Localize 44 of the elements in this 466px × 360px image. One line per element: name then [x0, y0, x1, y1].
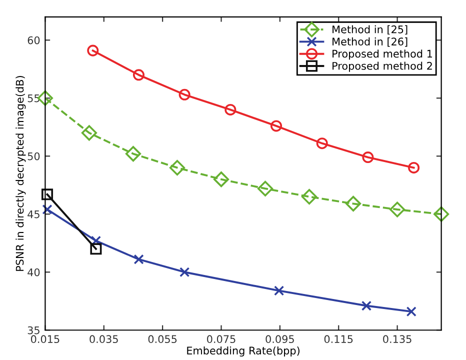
legend-label: Method in [25]	[332, 25, 408, 35]
point	[362, 152, 374, 164]
point	[134, 254, 144, 264]
point	[316, 138, 328, 150]
point	[434, 206, 450, 222]
point	[361, 300, 372, 311]
point	[408, 162, 420, 174]
point	[224, 104, 236, 116]
y-axis-title: PSNR in directly decrypted image(dB)	[16, 76, 26, 271]
point	[180, 267, 190, 278]
legend-label: Proposed method 1	[332, 50, 432, 60]
point	[406, 306, 416, 317]
y-tick-label: 60	[28, 36, 40, 44]
point	[81, 125, 97, 141]
y-tick-label: 45	[28, 210, 40, 218]
x-tick-label: 0.095	[266, 335, 294, 344]
point	[90, 243, 102, 255]
y-tick-label: 50	[28, 152, 40, 160]
point	[90, 236, 102, 246]
x-tick-label: 0.055	[148, 335, 177, 344]
point	[301, 188, 318, 204]
point	[257, 180, 274, 196]
point	[125, 146, 142, 162]
point	[169, 160, 186, 176]
legend-label: Method in [26]	[332, 37, 408, 47]
point	[41, 188, 54, 200]
point	[87, 44, 99, 56]
y-tick-label: 35	[28, 326, 40, 334]
point	[132, 69, 144, 81]
x-tick-label: 0.135	[383, 335, 412, 344]
point	[178, 88, 190, 100]
point	[274, 286, 284, 296]
x-tick-label: 0.115	[324, 335, 353, 344]
legend-label: Proposed method 2	[332, 62, 432, 72]
x-tick-label: 0.015	[30, 335, 60, 344]
x-tick-label: 0.075	[207, 335, 236, 344]
x-tick-label: 0.035	[90, 335, 118, 344]
point	[390, 202, 406, 218]
x-axis-title: Embedding Rate(bpp)	[187, 346, 300, 357]
point	[346, 196, 362, 212]
point	[270, 120, 282, 132]
point	[42, 204, 52, 215]
y-tick-label: 40	[28, 268, 40, 276]
point	[213, 172, 230, 188]
